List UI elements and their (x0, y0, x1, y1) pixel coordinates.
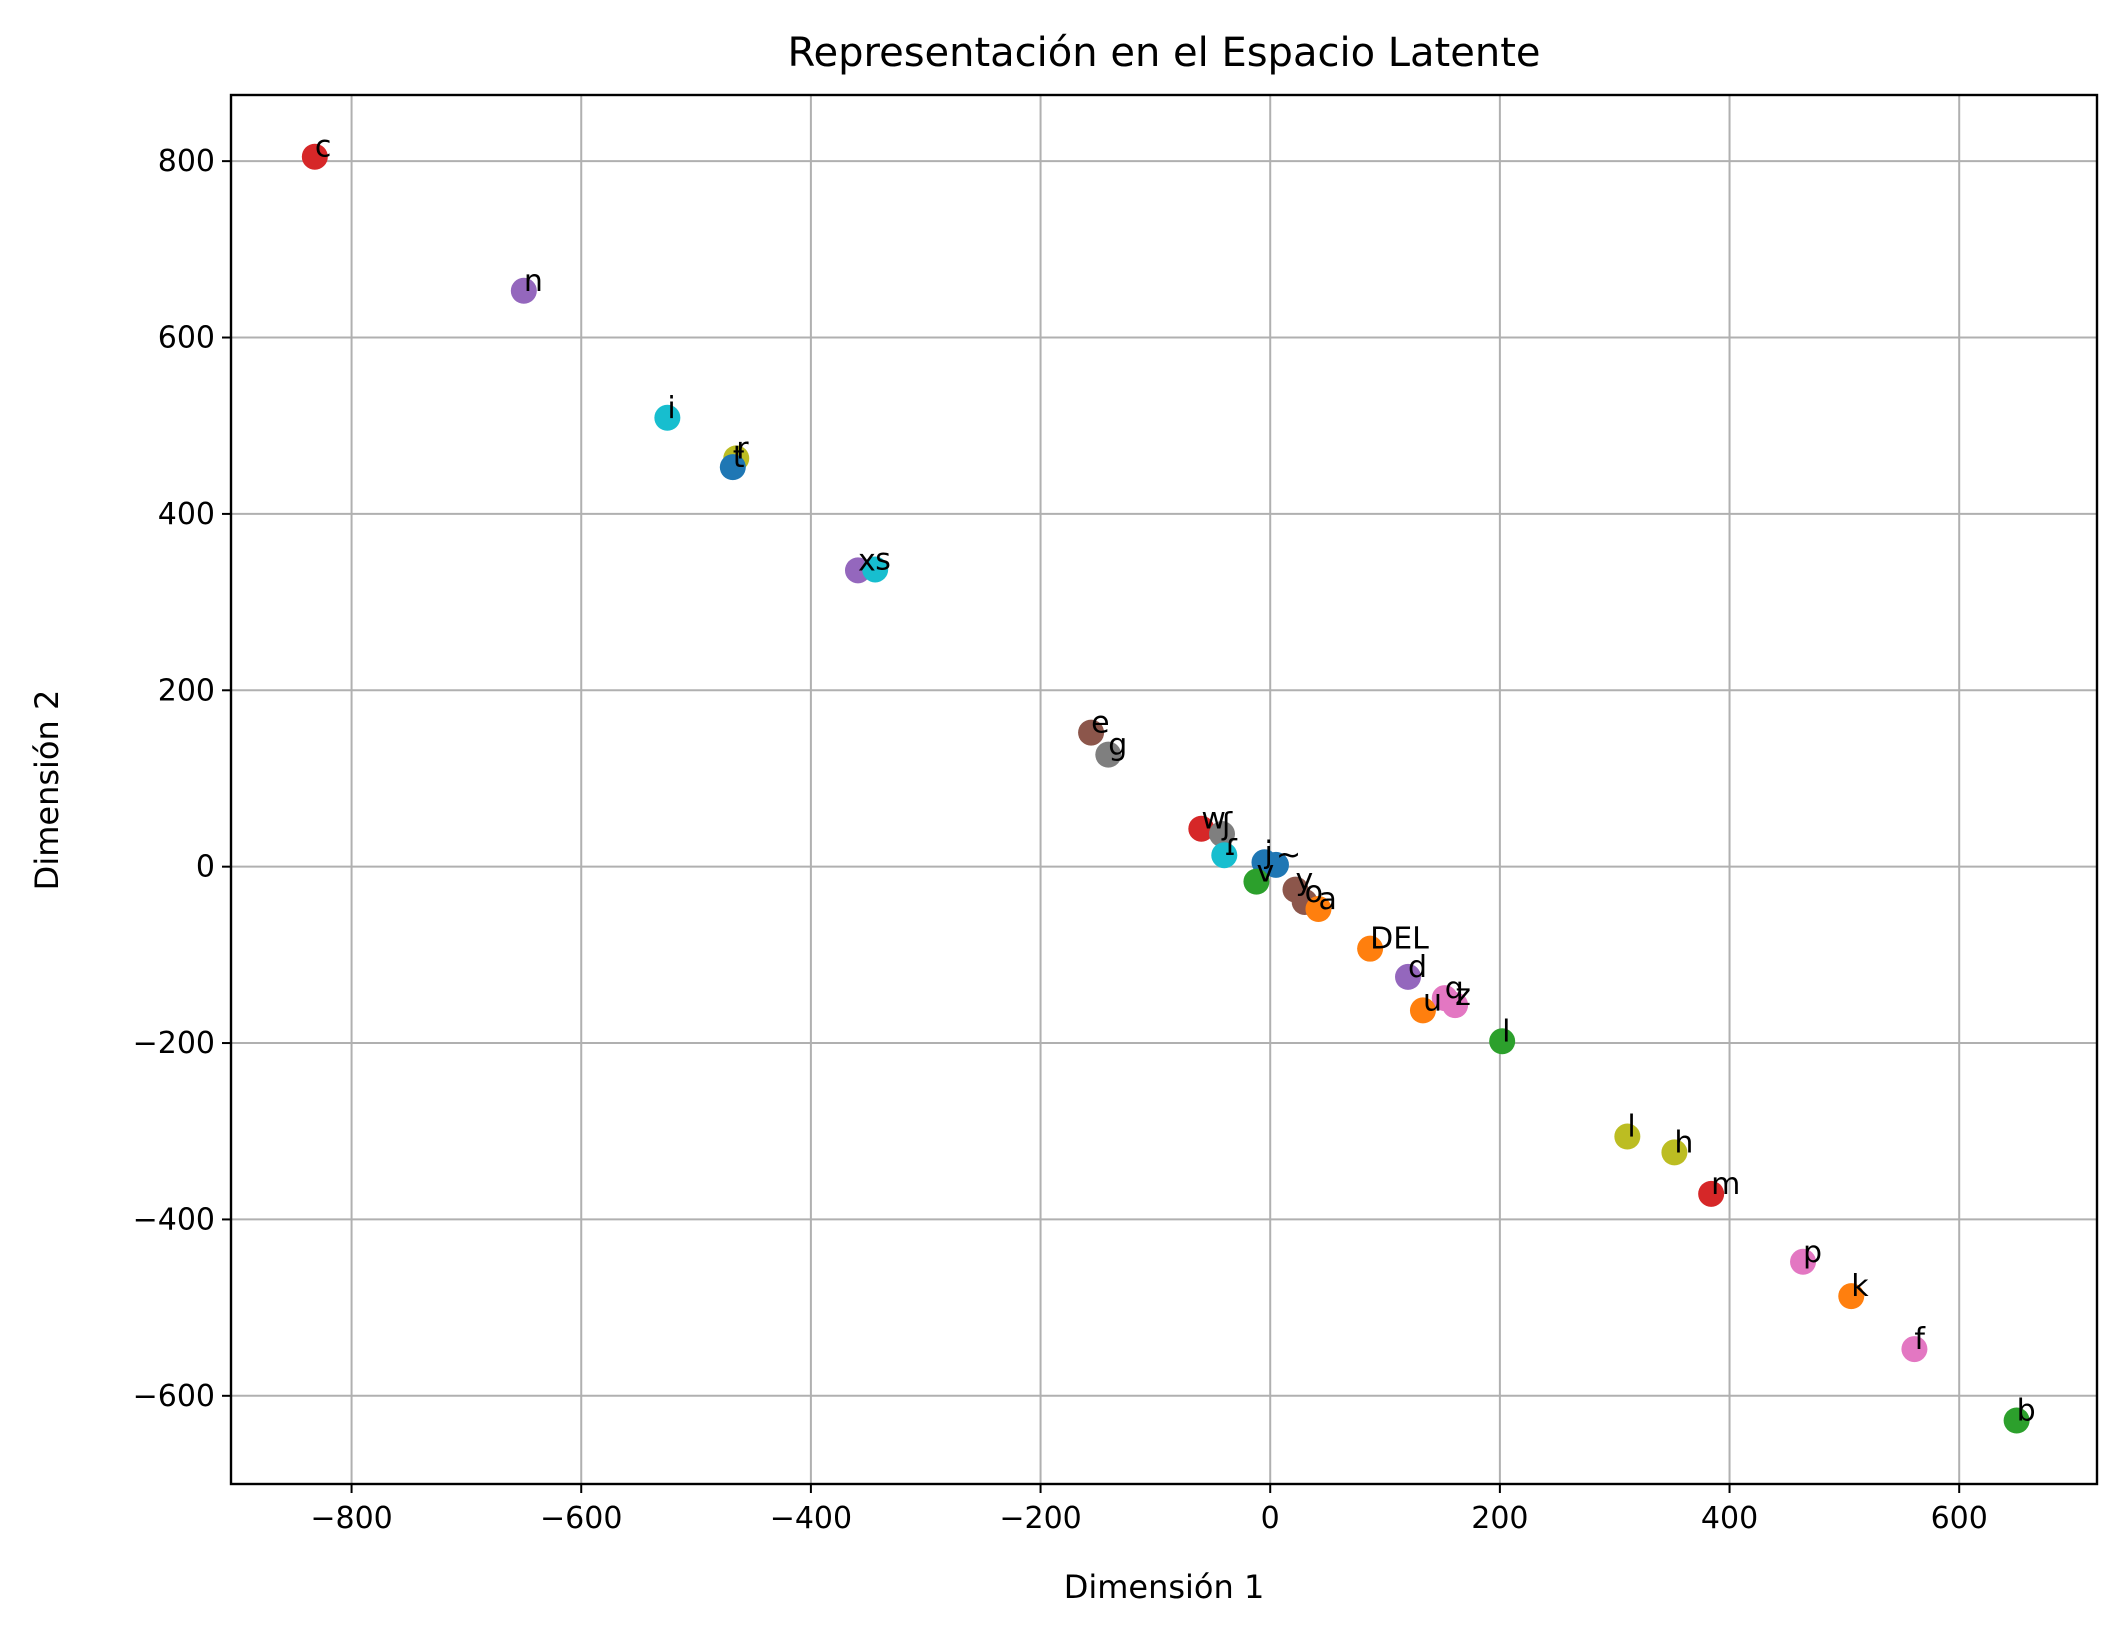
data-point-label: ~ (1276, 838, 1301, 873)
data-point-label: x (858, 543, 876, 578)
data-point-label: f (1914, 1322, 1926, 1357)
plot-frame (229, 93, 2099, 1486)
y-tick-label: 0 (196, 850, 215, 885)
chart-title: Representación en el Espacio Latente (788, 30, 1541, 76)
data-point (1208, 821, 1235, 848)
data-point (1409, 997, 1436, 1024)
axis-ticks: −800 −600 −400 −200 0 200 400 600 −600 −400 −200 0 2… (133, 144, 1988, 1536)
data-point-label: l (1627, 1110, 1635, 1145)
data-point-label: y (1295, 863, 1313, 898)
data-point-label: o (1305, 875, 1323, 910)
x-tick-label: 0 (1261, 1501, 1280, 1536)
data-point (862, 556, 889, 583)
data-point-label: w (1201, 802, 1226, 837)
data-point-label: m (1711, 1167, 1740, 1202)
x-tick-label: −800 (310, 1501, 392, 1536)
grid-lines (231, 95, 2097, 1484)
data-point (1790, 1248, 1817, 1275)
data-point-label: v (1256, 855, 1274, 890)
x-axis-label: Dimensión 1 (1064, 1568, 1265, 1606)
data-point (1211, 842, 1238, 869)
x-tick-label: −400 (770, 1501, 852, 1536)
data-point (1262, 851, 1289, 878)
x-tick-label: −200 (999, 1501, 1081, 1536)
data-point (510, 277, 537, 304)
data-point-label: a (1318, 882, 1336, 917)
data-point (1188, 815, 1215, 842)
data-point-label: DEL (1370, 922, 1429, 957)
data-point (1614, 1123, 1641, 1150)
data-point-label: j (1263, 835, 1272, 870)
x-tick-label: −600 (540, 1501, 622, 1536)
data-point (1698, 1180, 1725, 1207)
data-point (301, 143, 328, 170)
data-point-label: t (733, 440, 745, 475)
y-tick-label: −600 (133, 1379, 215, 1414)
x-tick-label: 600 (1931, 1501, 1988, 1536)
data-point-label: u (1423, 983, 1442, 1018)
data-point (1901, 1336, 1928, 1363)
y-tick-label: 200 (158, 673, 215, 708)
data-point-label: g (1108, 728, 1127, 763)
data-point-label: n (524, 264, 543, 299)
data-point-label: s (875, 542, 891, 577)
data-point (1078, 719, 1105, 746)
data-point (1357, 935, 1384, 962)
data-point (1305, 895, 1332, 922)
data-point-label: q (1445, 971, 1464, 1006)
x-tick-label: 400 (1701, 1501, 1758, 1536)
y-tick-label: 600 (158, 321, 215, 356)
data-point-label: l (1502, 1014, 1510, 1049)
data-point (1442, 992, 1469, 1019)
data-point-label: ɾ (1224, 828, 1240, 863)
data-point-label: i (667, 391, 675, 426)
data-point-label: d (1408, 950, 1427, 985)
data-point (1661, 1139, 1688, 1166)
data-point-label: z (1455, 978, 1471, 1013)
y-tick-label: −400 (133, 1202, 215, 1237)
data-point-label: k (1851, 1269, 1869, 1304)
data-point-label: r (736, 431, 749, 466)
data-point (1489, 1028, 1516, 1055)
data-point (654, 404, 681, 431)
y-tick-label: 400 (158, 497, 215, 532)
data-point (1095, 741, 1122, 768)
data-point (2003, 1407, 2030, 1434)
data-point (719, 454, 746, 481)
y-tick-label: −200 (133, 1026, 215, 1061)
data-point-label: b (2017, 1394, 2036, 1429)
data-point (1243, 868, 1270, 895)
data-points (301, 143, 2030, 1434)
data-point (1838, 1283, 1865, 1310)
data-point-label: h (1674, 1125, 1693, 1160)
data-point-label: c (315, 130, 332, 165)
data-point (1395, 963, 1422, 990)
data-point-label: p (1803, 1235, 1822, 1270)
y-axis-label: Dimensión 2 (28, 690, 66, 891)
y-tick-label: 800 (158, 144, 215, 179)
x-tick-label: 200 (1471, 1501, 1528, 1536)
data-point-label: ʃ (1221, 807, 1233, 842)
data-point-label: e (1091, 706, 1109, 741)
